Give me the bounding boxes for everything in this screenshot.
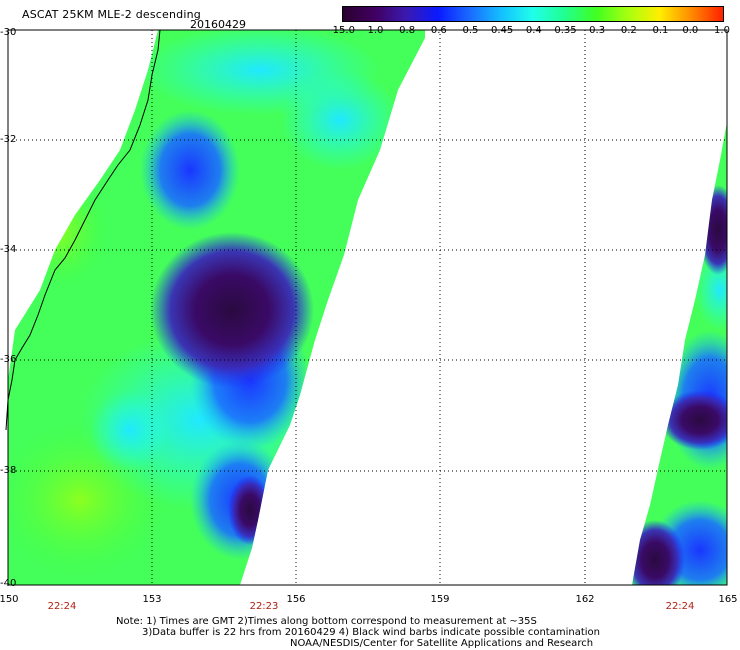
graticule <box>8 30 727 585</box>
time-label-west: 22:24 <box>47 601 77 612</box>
lon-label-162: 162 <box>575 594 595 605</box>
lat-label-38: -38 <box>0 465 17 476</box>
lon-label-156: 156 <box>286 594 306 605</box>
lat-label-30: -30 <box>0 27 17 38</box>
colorbar-label: -15.0 <box>329 25 355 36</box>
colorbar-label: -0.1 <box>648 25 669 36</box>
map-frame <box>7 29 728 586</box>
lon-label-159: 159 <box>430 594 450 605</box>
colorbar <box>342 6 724 22</box>
lat-label-40: -40 <box>0 578 17 589</box>
product-date: 20160429 <box>190 18 246 31</box>
colorbar-label: 1.0 <box>714 25 730 36</box>
colorbar-label: -0.2 <box>617 25 637 36</box>
lon-label-165: 165 <box>718 594 738 605</box>
lat-label-34: -34 <box>0 244 17 255</box>
colorbar-label: -0.3 <box>585 25 606 36</box>
lon-label-150: 150 <box>0 594 19 605</box>
time-label-center: 22:23 <box>249 601 279 612</box>
lon-label-153: 153 <box>142 594 162 605</box>
product-title: ASCAT 25KM MLE-2 descending <box>22 8 201 21</box>
swath-west <box>8 30 425 585</box>
colorbar-label: -0.4 <box>522 25 542 36</box>
colorbar-label: -0.35 <box>550 25 577 36</box>
lat-label-36: -36 <box>0 354 17 365</box>
coastline <box>5 29 161 431</box>
colorbar-label: -0.6 <box>427 25 447 36</box>
note-line-3: NOAA/NESDIS/Center for Satellite Applica… <box>290 638 594 649</box>
note-line-1: Note: 1) Times are GMT 2)Times along bot… <box>116 616 537 627</box>
colorbar-label: -1.0 <box>363 25 384 36</box>
colorbar-label: -0.45 <box>487 25 514 36</box>
note-line-2: 3)Data buffer is 22 hrs from 20160429 4)… <box>142 627 600 638</box>
colorbar-label: 0.0 <box>682 25 699 36</box>
colorbar-label: -0.5 <box>458 25 479 36</box>
colorbar-label: -0.8 <box>395 25 416 36</box>
time-label-east: 22:24 <box>665 601 695 612</box>
lat-label-32: -32 <box>0 134 17 145</box>
